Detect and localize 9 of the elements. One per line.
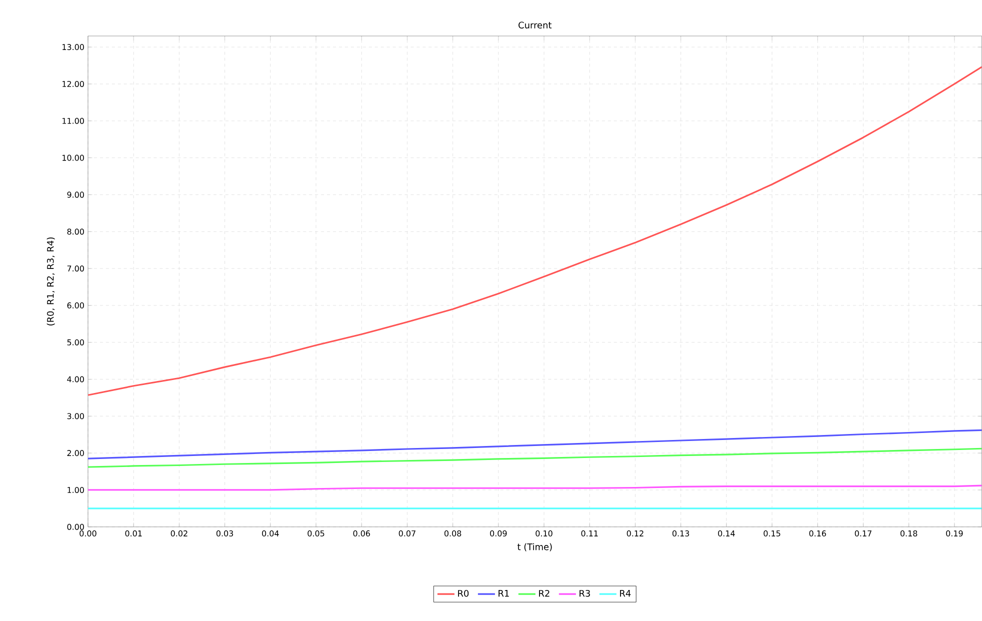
legend-label: R0 [458, 590, 469, 597]
legend-label: R3 [580, 590, 590, 597]
line-series [88, 66, 982, 396]
legend-label: R1 [498, 590, 509, 597]
chart-title: Current [518, 22, 552, 29]
y-axis-title: (R0, R1, R2, R3, R4) [46, 238, 55, 326]
legend-label: R4 [620, 590, 631, 597]
legend-label: R2 [539, 590, 550, 597]
x-axis-title: t (Time) [517, 543, 552, 552]
